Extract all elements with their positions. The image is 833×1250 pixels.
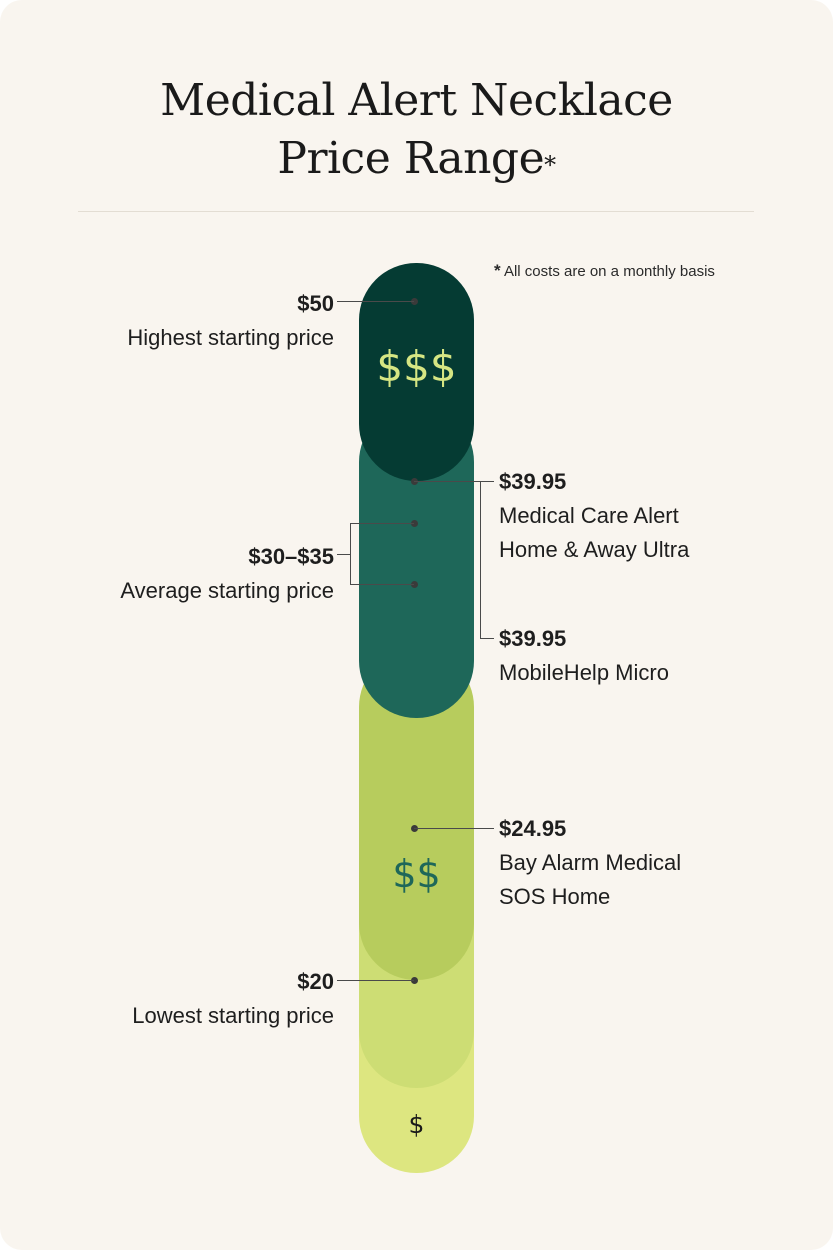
highest-price-connector <box>337 301 414 302</box>
average-bracket-side <box>350 523 351 585</box>
lowest-price-caption: Lowest starting price <box>132 1003 334 1028</box>
medical-care-alert-label: $39.95 Medical Care Alert Home & Away Ul… <box>499 465 689 567</box>
title-line-1: Medical Alert Necklace <box>160 75 673 126</box>
lowest-price-connector <box>337 980 414 981</box>
mid-tier-symbol: $$ <box>392 852 441 896</box>
footnote-asterisk: * <box>494 261 501 280</box>
title-line-2-text: Price Range <box>277 133 545 184</box>
right-bracket-line <box>480 481 481 639</box>
mobilehelp-label: $39.95 MobileHelp Micro <box>499 622 669 690</box>
average-price-label: $30–$35 Average starting price <box>120 540 334 608</box>
highest-price-label: $50 Highest starting price <box>127 287 334 355</box>
average-price-caption: Average starting price <box>120 578 334 603</box>
average-upper-marker <box>411 520 418 527</box>
lowest-price-value: $20 <box>297 969 334 994</box>
bay-alarm-connector <box>414 828 494 829</box>
title-divider <box>78 211 754 212</box>
page-title: Medical Alert Necklace Price Range* <box>0 72 833 188</box>
highest-price-caption: Highest starting price <box>127 325 334 350</box>
highest-price-value: $50 <box>297 291 334 316</box>
average-lower-marker <box>411 581 418 588</box>
average-price-value: $30–$35 <box>248 544 334 569</box>
medical-care-alert-name-line-1: Medical Care Alert <box>499 503 679 528</box>
mobilehelp-connector <box>480 638 494 639</box>
medical-care-alert-name-line-2: Home & Away Ultra <box>499 537 690 562</box>
lowest-price-marker <box>411 977 418 984</box>
average-bracket-top <box>350 523 414 524</box>
footnote-text: All costs are on a monthly basis <box>503 263 715 280</box>
high-tier-symbol: $$$ <box>376 342 457 391</box>
bay-alarm-name-line-1: Bay Alarm Medical <box>499 850 682 875</box>
average-bracket-tick <box>337 554 350 555</box>
title-line-2: Price Range* <box>0 130 833 188</box>
highest-price-marker <box>411 298 418 305</box>
medical-care-alert-connector <box>414 481 494 482</box>
footnote: * All costs are on a monthly basis <box>494 261 715 281</box>
bay-alarm-price: $24.95 <box>499 816 567 841</box>
title-asterisk: * <box>544 151 556 179</box>
average-bracket-bottom <box>350 584 414 585</box>
mobilehelp-price: $39.95 <box>499 626 567 651</box>
bay-alarm-name-line-2: SOS Home <box>499 884 611 909</box>
mobilehelp-name: MobileHelp Micro <box>499 660 669 685</box>
bay-alarm-label: $24.95 Bay Alarm Medical SOS Home <box>499 812 681 914</box>
medical-care-alert-price: $39.95 <box>499 469 567 494</box>
lowest-price-label: $20 Lowest starting price <box>132 965 334 1033</box>
low-tier-symbol: $ <box>408 1110 425 1139</box>
